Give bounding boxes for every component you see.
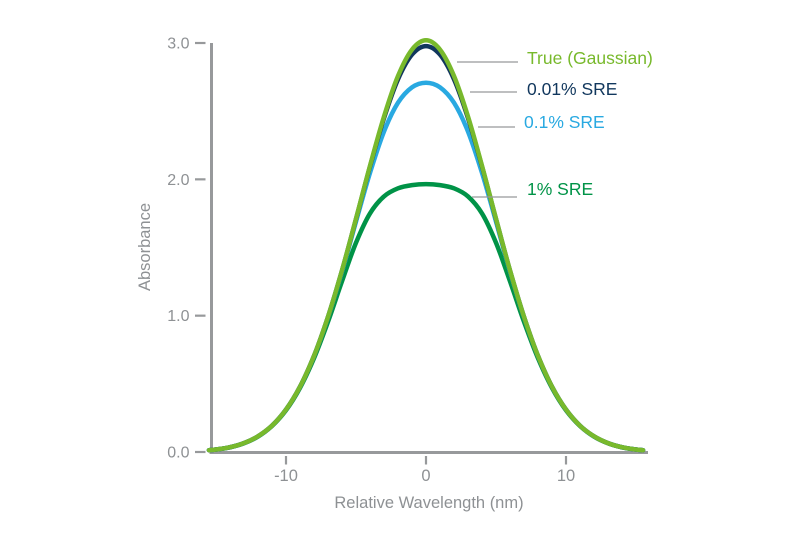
legend-label-0-1-sre: 0.1% SRE	[524, 112, 605, 132]
annotation-layer: True (Gaussian) 0.01% SRE 0.1% SRE 1% SRE	[457, 48, 653, 199]
x-tick-label: 0	[421, 467, 430, 485]
curve-true-gaussian	[206, 38, 646, 453]
curve-0-1-sre	[206, 80, 646, 453]
x-axis-title: Relative Wavelength (nm)	[334, 494, 523, 512]
y-tick-label: 0.0	[167, 445, 189, 462]
legend-label-0-01-sre: 0.01% SRE	[527, 79, 617, 99]
x-tick-label: 10	[557, 467, 575, 485]
legend-label-1-sre: 1% SRE	[527, 179, 593, 199]
curve-1-sre	[206, 181, 646, 453]
y-tick-label: 2.0	[167, 172, 189, 189]
curve-0-01-sre	[206, 43, 646, 453]
curves-layer	[206, 38, 646, 453]
y-axis-title: Absorbance	[136, 203, 154, 291]
legend-label-true-gaussian: True (Gaussian)	[527, 48, 653, 68]
y-tick-label: 1.0	[167, 308, 189, 325]
axes-layer: 0.0 1.0 2.0 3.0 -10 0 10	[167, 36, 648, 485]
x-tick-label: -10	[274, 467, 298, 485]
y-tick-label: 3.0	[167, 36, 189, 53]
